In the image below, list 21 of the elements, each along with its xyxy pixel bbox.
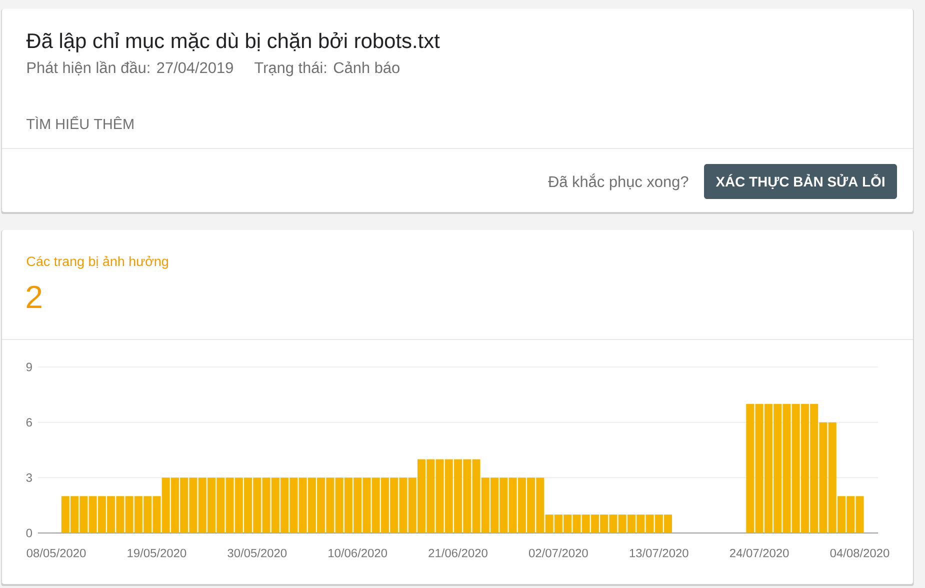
chart-title: Đã lập chỉ mục mặc dù bị chặn bởi robots.txt bbox=[26, 32, 440, 52]
x-tick-label: 24/07/2020 bbox=[730, 548, 789, 558]
x-tick-label: 10/06/2020 bbox=[328, 548, 388, 558]
x-tick-label: 02/07/2020 bbox=[528, 548, 588, 558]
x-tick-label: 04/08/2020 bbox=[830, 548, 890, 558]
y-tick-label: 0 bbox=[26, 528, 32, 538]
text: TÌM HIỂU THÊM bbox=[26, 116, 134, 130]
x-tick-label: 19/05/2020 bbox=[128, 548, 186, 558]
text: Trạng thái: Cảnh báo bbox=[254, 61, 400, 76]
x-tick-label: 08/05/2020 bbox=[26, 548, 86, 558]
text: Đã khắc phục xong? bbox=[548, 174, 688, 190]
y-tick-label: 9 bbox=[26, 362, 32, 372]
x-tick-label: 13/07/2020 bbox=[630, 548, 688, 558]
x-tick-label: 30/05/2020 bbox=[228, 548, 287, 558]
y-tick-label: 3 bbox=[26, 473, 32, 482]
text: 2 bbox=[26, 286, 42, 308]
text: Các trang bị ảnh hưởng bbox=[26, 256, 168, 269]
chart-subtitle: Phát hiện lần đầu: 27/04/2019 bbox=[27, 61, 233, 76]
y-tick-label: 6 bbox=[26, 418, 32, 427]
x-tick-label: 21/06/2020 bbox=[428, 548, 488, 558]
text: XÁC THỰC BẢN SỬA LỖI bbox=[716, 174, 884, 189]
